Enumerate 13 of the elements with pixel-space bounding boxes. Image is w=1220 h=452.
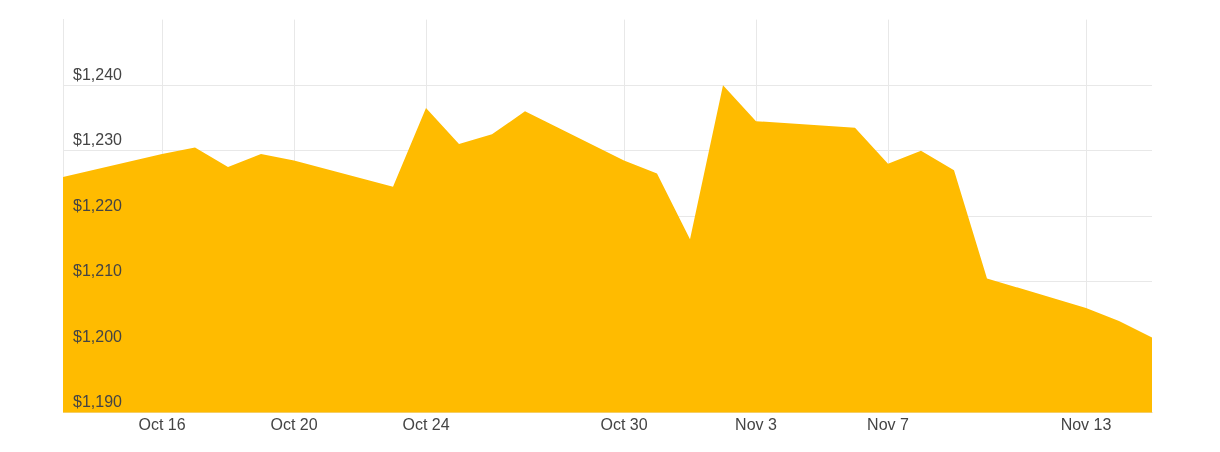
x-tick-label: Oct 20 — [270, 415, 318, 433]
y-tick-label: $1,190 — [73, 393, 123, 411]
x-tick-label: Nov 13 — [1060, 415, 1112, 433]
y-tick-label: $1,220 — [73, 196, 123, 214]
y-tick-label: $1,240 — [73, 65, 123, 83]
x-tick-label: Oct 16 — [138, 415, 186, 433]
x-tick-label: Oct 24 — [402, 415, 450, 433]
y-tick-label: $1,210 — [73, 262, 123, 280]
y-tick-label: $1,230 — [73, 131, 123, 149]
x-tick-label: Nov 7 — [867, 415, 909, 433]
x-tick-label: Oct 30 — [600, 415, 648, 433]
y-tick-label: $1,200 — [73, 327, 123, 345]
x-tick-label: Nov 3 — [735, 415, 777, 433]
